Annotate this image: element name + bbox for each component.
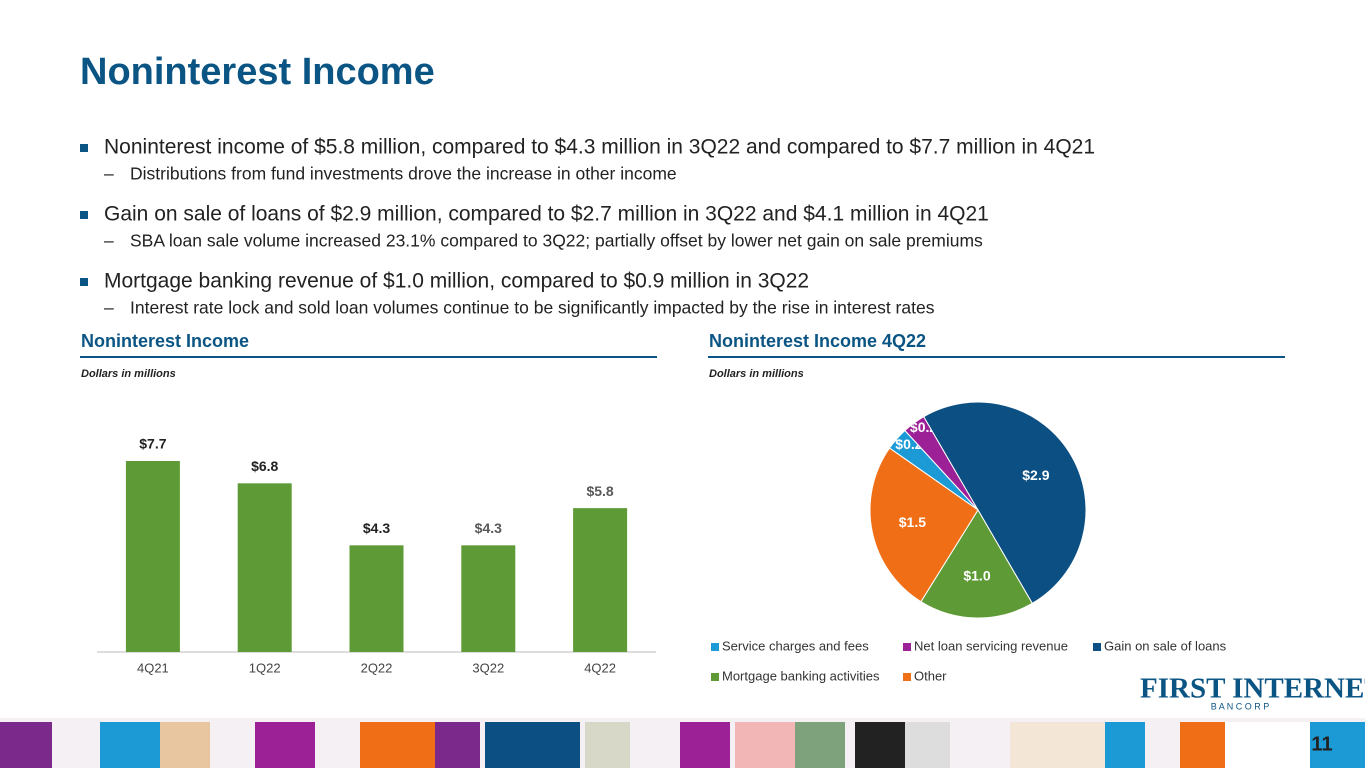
bullet-marker [80,211,88,219]
bullet-marker [80,278,88,286]
logo-sub: B A N C O R P [1211,701,1270,711]
bar [461,545,516,652]
legend-swatch [711,643,719,651]
pie-slice [869,447,979,603]
x-tick-label: 4Q22 [584,660,616,675]
dash: – [104,164,114,184]
x-tick-label: 3Q22 [472,660,504,675]
legend-entry: Service charges and fees [722,638,869,653]
chart-subtitle: Dollars in millions [709,368,804,380]
pie-slice [923,401,1087,605]
legend-swatch [903,643,911,651]
legend-entry: Other [914,668,947,683]
legend-swatch [903,673,911,681]
bullet: Noninterest income of $5.8 million, comp… [104,136,1095,159]
legend-swatch [1093,643,1101,651]
chart-title: Noninterest Income 4Q22 [709,331,926,351]
slide-title: Noninterest Income [80,51,435,93]
bullet: Gain on sale of loans of $2.9 million, c… [104,203,989,226]
value-label: $6.8 [251,458,278,474]
dash: – [104,231,114,251]
x-tick-label: 1Q22 [249,660,281,675]
bar [573,508,628,652]
bar [349,545,404,652]
legend-entry: Mortgage banking activities [722,668,880,683]
chart-subtitle: Dollars in millions [81,368,176,380]
legend-entry: Gain on sale of loans [1104,638,1227,653]
value-label: $5.8 [586,483,613,499]
bar [125,461,180,652]
x-tick-label: 4Q21 [137,660,169,675]
slice-label: $1.5 [899,514,926,530]
page-number: 11 [1311,733,1332,755]
value-label: $7.7 [139,436,166,452]
chart-title: Noninterest Income [81,331,249,351]
x-tick-label: 2Q22 [361,660,393,675]
slice-label: $1.0 [963,568,990,584]
sub-bullet: Distributions from fund investments drov… [130,164,677,184]
bullet-marker [80,144,88,152]
pie-slice [920,509,1033,619]
legend-swatch [711,673,719,681]
value-label: $4.3 [363,520,390,536]
value-label: $4.3 [475,520,502,536]
logo: FIRST INTERNET [1140,673,1365,705]
slice-label: $2.9 [1022,467,1049,483]
sub-bullet: SBA loan sale volume increased 23.1% com… [130,231,983,251]
bullet: Mortgage banking revenue of $1.0 million… [104,270,809,293]
bar [237,483,292,652]
sub-bullet: Interest rate lock and sold loan volumes… [130,298,935,318]
decor-strip [0,718,1365,768]
dash: – [104,298,114,318]
legend-entry: Net loan servicing revenue [914,638,1068,653]
